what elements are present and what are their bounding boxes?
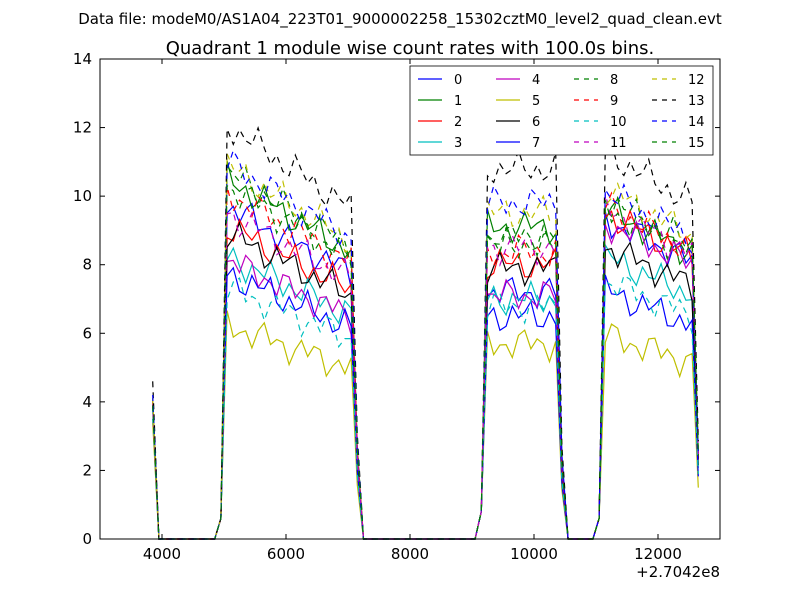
legend-label-7: 7 [532, 136, 540, 151]
series-line-8 [152, 164, 699, 540]
series-line-11 [152, 194, 699, 540]
legend-label-12: 12 [688, 73, 705, 88]
series-line-0 [152, 202, 699, 540]
legend-label-5: 5 [532, 94, 540, 109]
x-tick-label: 12000 [634, 545, 682, 563]
legend-label-13: 13 [688, 94, 705, 109]
series-line-12 [152, 153, 699, 540]
legend-label-4: 4 [532, 73, 540, 88]
x-tick-label: 4000 [143, 545, 181, 563]
chart-title: Quadrant 1 module wise count rates with … [166, 38, 655, 59]
legend-label-2: 2 [454, 115, 462, 130]
legend-label-8: 8 [610, 73, 618, 88]
figure-suptitle: Data file: modeM0/AS1A04_223T01_90000022… [78, 10, 722, 29]
series-line-4 [152, 220, 699, 540]
x-tick-label: 8000 [391, 545, 429, 563]
x-tick-label: 6000 [267, 545, 305, 563]
y-tick-label: 12 [73, 119, 92, 137]
y-tick-label: 6 [82, 324, 92, 342]
y-tick-label: 10 [73, 187, 92, 205]
legend-label-3: 3 [454, 136, 462, 151]
legend-label-0: 0 [454, 73, 462, 88]
legend-label-15: 15 [688, 136, 705, 151]
series-line-7 [152, 266, 699, 540]
legend-label-11: 11 [610, 136, 627, 151]
legend-label-1: 1 [454, 94, 462, 109]
legend-label-9: 9 [610, 94, 618, 109]
series-layer [152, 126, 699, 540]
series-line-2 [152, 208, 699, 540]
series-line-5 [152, 310, 699, 540]
legend-label-10: 10 [610, 115, 627, 130]
y-tick-label: 4 [82, 393, 92, 411]
legend-label-6: 6 [532, 115, 540, 130]
legend-frame [409, 65, 714, 156]
legend-label-14: 14 [688, 115, 705, 130]
series-line-9 [152, 186, 699, 540]
series-line-3 [152, 242, 699, 540]
series-line-15 [152, 184, 699, 540]
series-line-10 [152, 274, 699, 540]
series-line-13 [152, 126, 699, 540]
y-tick-label: 8 [82, 256, 92, 274]
y-tick-label: 2 [82, 461, 92, 479]
x-offset-label: +2.7042e8 [636, 563, 720, 581]
y-tick-label: 14 [73, 50, 92, 68]
x-tick-label: 10000 [510, 545, 558, 563]
y-tick-label: 0 [82, 530, 92, 548]
series-line-14 [152, 149, 699, 540]
